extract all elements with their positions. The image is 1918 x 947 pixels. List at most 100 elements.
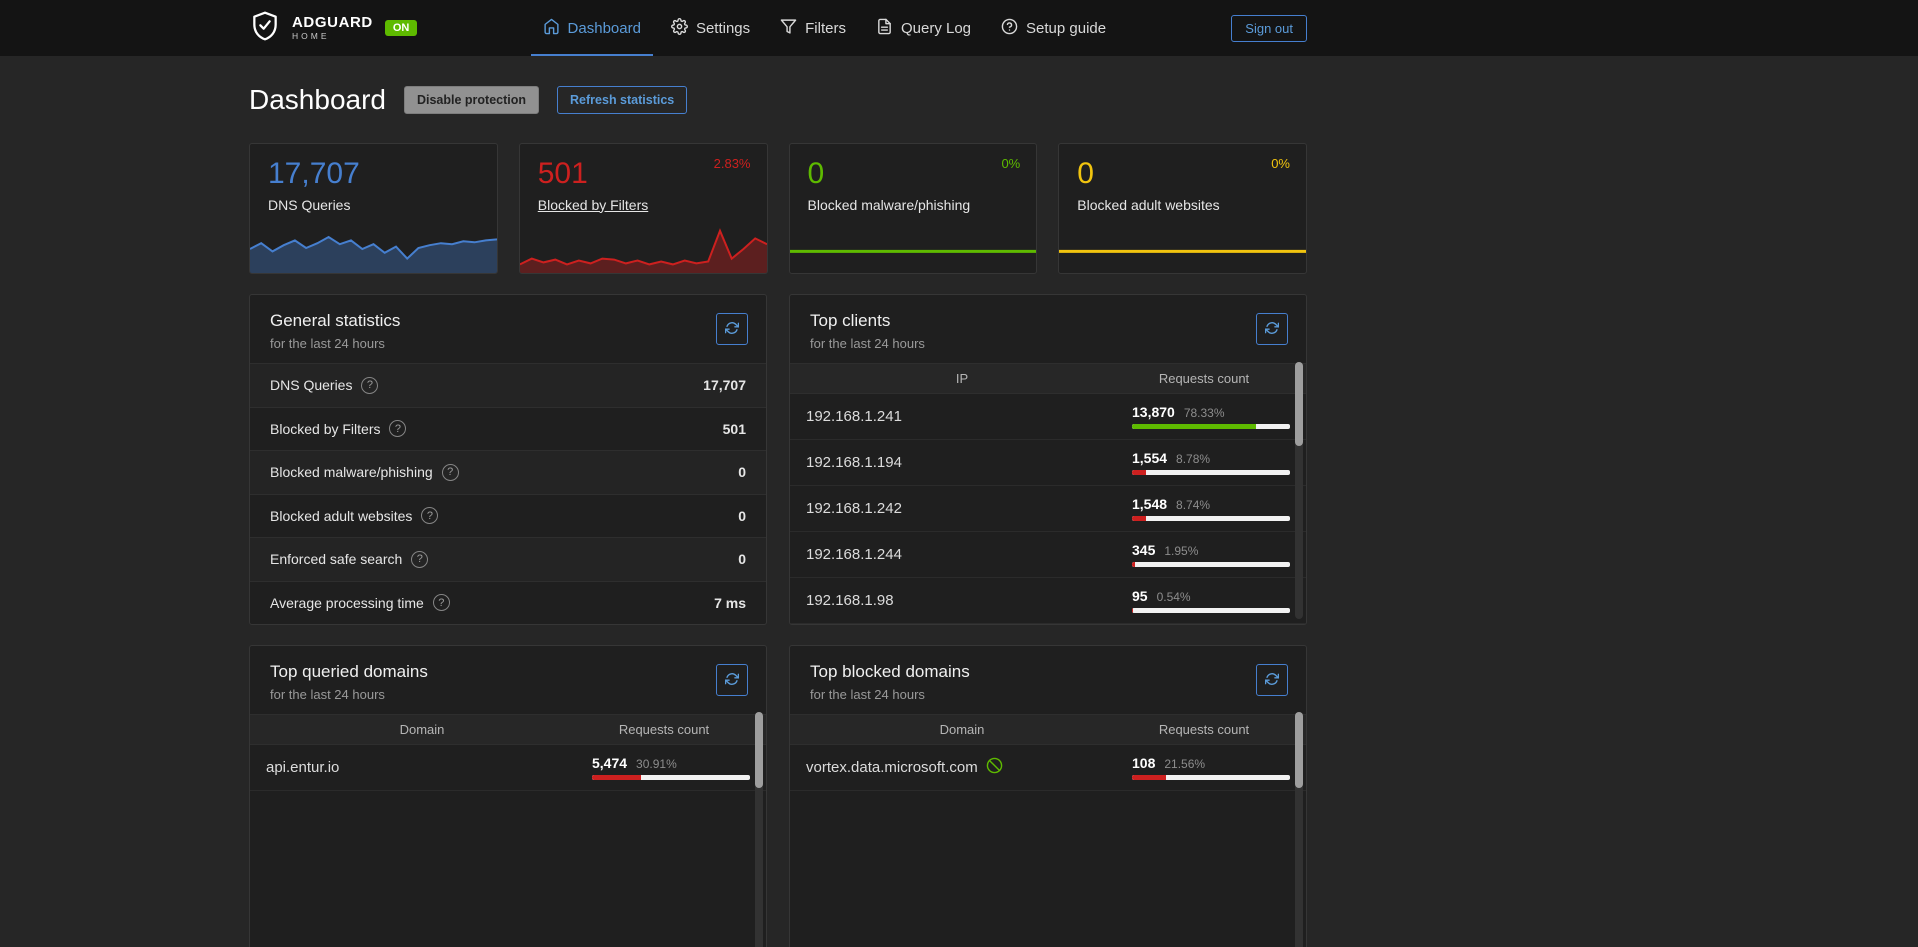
stat-label: Enforced safe search <box>270 551 403 568</box>
client-stats: 1,548 8.74% <box>1132 496 1290 521</box>
blocked-filters-sparkline <box>519 225 767 273</box>
refresh-icon <box>1264 672 1280 689</box>
top-navbar: ADGUARD HOME ON Dashboard Settings <box>0 0 1918 56</box>
column-header-requests: Requests count <box>618 722 710 737</box>
top-blocked-domains-panel: Top blocked domains for the last 24 hour… <box>789 645 1307 947</box>
refresh-button[interactable] <box>716 313 748 345</box>
sign-out-button[interactable]: Sign out <box>1231 14 1307 42</box>
client-ip: 192.168.1.194 <box>806 454 902 471</box>
requests-percent: 8.78% <box>1176 452 1211 466</box>
help-icon[interactable]: ? <box>421 507 439 525</box>
brand-subtitle: HOME <box>292 31 330 42</box>
client-stats: 13,870 78.33% <box>1132 404 1290 429</box>
nav-item-filters[interactable]: Filters <box>768 0 858 56</box>
nav-item-label: Setup guide <box>1026 19 1107 37</box>
clients-table-header: IP Requests count <box>790 363 1306 394</box>
client-row: 192.168.1.244 345 1.95% <box>790 532 1306 578</box>
progress-bar <box>1132 470 1290 475</box>
stat-row-blocked-adult: Blocked adult websites? 0 <box>250 493 766 538</box>
client-stats: 95 0.54% <box>1132 588 1290 613</box>
refresh-button[interactable] <box>1256 313 1288 345</box>
panel-subtitle: for the last 24 hours <box>270 687 385 702</box>
scrollbar-thumb[interactable] <box>1295 362 1303 446</box>
scrollbar-track <box>1295 362 1303 619</box>
adguard-logo[interactable]: ADGUARD HOME <box>249 0 373 56</box>
nav-item-label: Dashboard <box>567 19 641 37</box>
nav-item-settings[interactable]: Settings <box>659 0 762 56</box>
client-ip: 192.168.1.242 <box>806 500 902 517</box>
refresh-button[interactable] <box>716 664 748 696</box>
stat-label: Blocked adult websites <box>1077 196 1220 213</box>
disable-protection-button[interactable]: Disable protection <box>403 86 540 114</box>
panel-title: Top clients <box>810 311 891 330</box>
scrollbar-thumb[interactable] <box>755 712 763 788</box>
stat-row-blocked-malware: Blocked malware/phishing? 0 <box>250 450 766 494</box>
home-icon <box>543 18 560 39</box>
progress-bar <box>1132 608 1290 613</box>
nav-item-setup-guide[interactable]: Setup guide <box>989 0 1118 56</box>
nav-item-label: Filters <box>805 19 846 37</box>
refresh-button[interactable] <box>1256 664 1288 696</box>
progress-bar <box>1132 562 1290 567</box>
nav-item-label: Query Log <box>900 19 972 37</box>
client-ip: 192.168.1.98 <box>806 592 894 609</box>
help-icon[interactable]: ? <box>361 376 379 394</box>
requests-count: 95 <box>1132 588 1148 604</box>
blocked-malware-sparkline <box>789 225 1037 273</box>
gear-icon <box>670 17 688 39</box>
requests-count: 5,474 <box>592 755 628 771</box>
protection-status-badge: ON <box>384 20 418 36</box>
client-row: 192.168.1.98 95 0.54% <box>790 578 1306 624</box>
nav-item-dashboard[interactable]: Dashboard <box>530 0 653 56</box>
requests-count: 1,548 <box>1132 496 1168 512</box>
stat-value: 17,707 <box>703 377 746 394</box>
stat-value: 0 <box>807 157 825 190</box>
dns-queries-sparkline <box>249 225 497 273</box>
blocked-by-filters-link[interactable]: Blocked by Filters <box>537 196 649 213</box>
brand-name: ADGUARD <box>292 13 373 31</box>
nav-item-query-log[interactable]: Query Log <box>864 0 983 56</box>
dashboard-page: Dashboard Disable protection Refresh sta… <box>249 56 1307 947</box>
stat-card-blocked-by-filters: 2.83% 501 Blocked by Filters <box>518 143 768 274</box>
requests-percent: 8.74% <box>1176 498 1211 512</box>
client-ip: 192.168.1.241 <box>806 408 902 425</box>
stat-label: Average processing time <box>270 594 424 611</box>
requests-count: 13,870 <box>1132 404 1175 420</box>
help-icon[interactable]: ? <box>441 463 459 481</box>
help-icon[interactable]: ? <box>389 420 407 438</box>
domain-stats: 108 21.56% <box>1132 755 1290 780</box>
domain-stats: 5,474 30.91% <box>592 755 750 780</box>
requests-count: 345 <box>1132 542 1156 558</box>
requests-percent: 30.91% <box>636 757 677 771</box>
stat-row-blocked-by-filters: Blocked by Filters? 501 <box>250 406 766 451</box>
stat-value: 7 ms <box>714 594 746 611</box>
stat-value: 0 <box>738 507 746 524</box>
stat-value: 0 <box>1077 157 1094 190</box>
client-row: 192.168.1.241 13,870 78.33% <box>790 394 1306 440</box>
stat-label: DNS Queries <box>270 377 353 394</box>
stat-row-processing-time: Average processing time? 7 ms <box>250 580 766 625</box>
nav-item-label: Settings <box>695 19 751 37</box>
panel-title: Top queried domains <box>270 662 428 681</box>
stat-value: 0 <box>738 464 746 481</box>
scrollbar-thumb[interactable] <box>1295 712 1303 788</box>
blocked-service-icon <box>986 757 1003 778</box>
requests-count: 1,554 <box>1132 450 1168 466</box>
progress-bar <box>1132 775 1290 780</box>
column-header-domain: Domain <box>399 722 445 737</box>
help-icon[interactable]: ? <box>411 550 429 568</box>
stat-card-blocked-malware: 0% 0 Blocked malware/phishing <box>788 143 1038 274</box>
scrollbar-track <box>1295 712 1303 947</box>
stat-value: 501 <box>537 157 588 190</box>
funnel-icon <box>780 18 797 39</box>
stat-card-blocked-adult: 0% 0 Blocked adult websites <box>1058 143 1307 274</box>
stat-card-dns-queries: 17,707 DNS Queries <box>249 143 498 274</box>
column-header-ip: IP <box>955 371 969 386</box>
refresh-statistics-button[interactable]: Refresh statistics <box>557 86 688 114</box>
panel-subtitle: for the last 24 hours <box>810 687 925 702</box>
help-icon[interactable]: ? <box>432 594 450 612</box>
blocked-table-header: Domain Requests count <box>790 714 1306 745</box>
requests-count: 108 <box>1132 755 1156 771</box>
shield-logo-icon <box>249 8 281 49</box>
refresh-icon <box>1264 321 1280 338</box>
